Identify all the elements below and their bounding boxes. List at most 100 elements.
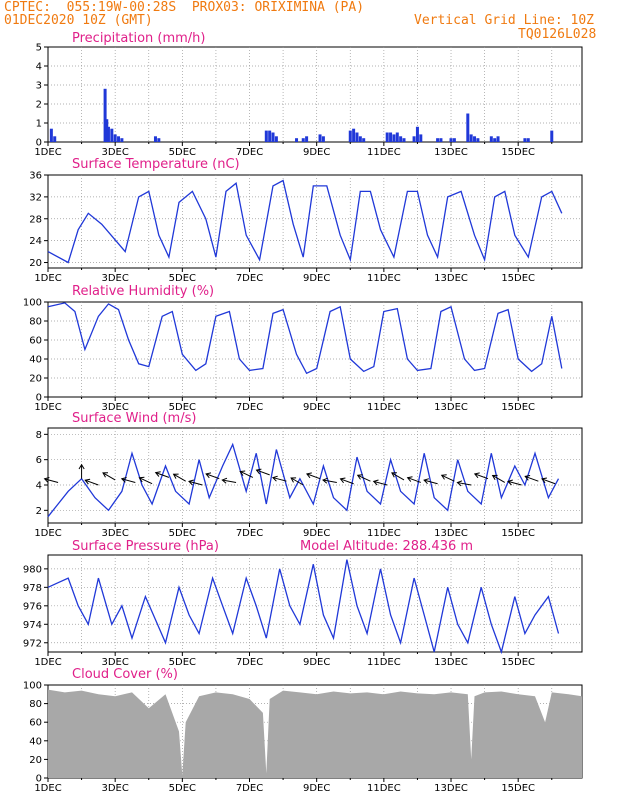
- precip-bar: [473, 136, 477, 142]
- panel-title: Precipitation (mm/h): [72, 31, 205, 46]
- x-tick-label: 9DEC: [303, 783, 330, 794]
- x-tick-label: 13DEC: [434, 528, 468, 539]
- wind-arrow: [222, 479, 237, 483]
- x-tick-label: 9DEC: [303, 147, 330, 158]
- wind-arrow-head: [372, 479, 379, 486]
- precip-bar: [274, 136, 278, 142]
- y-tick-label: 20: [29, 374, 42, 385]
- y-tick-label: 28: [29, 214, 42, 225]
- x-tick-label: 15DEC: [501, 402, 535, 413]
- precip-bar: [110, 128, 114, 142]
- x-tick-label: 11DEC: [367, 783, 401, 794]
- y-tick-label: 20: [29, 258, 42, 269]
- precip-bar: [355, 132, 359, 142]
- x-tick-label: 11DEC: [367, 657, 401, 668]
- wind-arrow-head: [84, 478, 91, 485]
- y-tick-label: 0: [36, 774, 42, 785]
- y-tick-label: 24: [29, 236, 42, 247]
- wind-arrow-head: [339, 477, 346, 484]
- wind-arrow: [507, 480, 522, 486]
- panel-title: Cloud Cover (%): [72, 667, 178, 682]
- wind-arrow-head: [78, 463, 85, 470]
- precip-bar: [53, 136, 57, 142]
- wind-arrow: [306, 473, 321, 480]
- x-tick-label: 3DEC: [101, 528, 128, 539]
- y-tick-label: 32: [29, 192, 42, 203]
- precip-bar: [402, 138, 406, 142]
- wind-arrow: [102, 472, 116, 481]
- wind-arrow-head: [541, 477, 547, 484]
- x-tick-label: 7DEC: [236, 273, 263, 284]
- x-tick-label: 7DEC: [236, 528, 263, 539]
- x-tick-label: 13DEC: [434, 273, 468, 284]
- wind-arrow: [139, 477, 153, 485]
- x-tick-label: 3DEC: [101, 402, 128, 413]
- y-tick-label: 20: [29, 755, 42, 766]
- station-header: CPTEC: 055:19W-00:28S PROX03: ORIXIMINA …: [4, 0, 365, 15]
- precip-bar: [452, 138, 456, 142]
- panel-title: Surface Temperature (nC): [72, 157, 240, 172]
- wind-arrow: [525, 475, 539, 482]
- x-tick-label: 15DEC: [501, 657, 535, 668]
- precip-bar: [389, 132, 393, 142]
- y-tick-label: 978: [23, 583, 42, 594]
- wind-arrow: [407, 477, 421, 483]
- precip-bar: [476, 138, 480, 142]
- y-tick-label: 100: [23, 681, 42, 692]
- x-tick-label: 13DEC: [434, 783, 468, 794]
- wind-arrow: [541, 478, 556, 485]
- wind-arrow: [441, 474, 455, 482]
- precip-bar: [49, 128, 53, 142]
- wind-arrow: [188, 480, 203, 486]
- panel-title: Surface Wind (m/s): [72, 411, 196, 426]
- precip-bar: [469, 134, 473, 142]
- precip-bar: [105, 119, 109, 142]
- wind-arrow: [272, 477, 287, 482]
- wind-arrow: [85, 479, 99, 486]
- x-tick-label: 7DEC: [236, 402, 263, 413]
- x-tick-label: 3DEC: [101, 783, 128, 794]
- wind-arrow-head: [473, 472, 480, 479]
- y-tick-label: 60: [29, 336, 42, 347]
- y-tick-label: 972: [23, 638, 42, 649]
- precip-bar: [106, 126, 110, 142]
- x-tick-label: 5DEC: [169, 657, 196, 668]
- wind-arrow-head: [456, 480, 463, 487]
- precip-bar: [120, 138, 124, 142]
- date-header: 01DEC2020 10Z (GMT): [4, 13, 153, 28]
- y-tick-label: 80: [29, 317, 42, 328]
- x-tick-label: 3DEC: [101, 657, 128, 668]
- precip-bar: [526, 138, 530, 142]
- wind-arrow-head: [491, 474, 498, 481]
- x-tick-label: 9DEC: [303, 528, 330, 539]
- precip-bar: [295, 138, 299, 142]
- y-tick-label: 980: [23, 564, 42, 575]
- x-tick-label: 9DEC: [303, 402, 330, 413]
- precip-bar: [348, 130, 352, 142]
- x-tick-label: 5DEC: [169, 783, 196, 794]
- y-tick-label: 3: [36, 81, 42, 92]
- precip-bar: [395, 132, 399, 142]
- panel-title: Relative Humidity (%): [72, 284, 214, 299]
- x-tick-label: 9DEC: [303, 657, 330, 668]
- wind-arrow: [423, 479, 438, 485]
- x-tick-label: 11DEC: [367, 147, 401, 158]
- wind-arrow-head: [524, 475, 531, 481]
- wind-arrow-head: [391, 472, 397, 478]
- y-tick-label: 4: [36, 481, 42, 492]
- panel-frame: [47, 427, 583, 524]
- precip-bar: [436, 138, 440, 142]
- x-tick-label: 1DEC: [34, 273, 61, 284]
- wind-arrow: [492, 475, 506, 483]
- precip-bar: [466, 113, 470, 142]
- wind-arrow: [290, 477, 304, 486]
- x-tick-label: 13DEC: [434, 147, 468, 158]
- panel-frame: [47, 301, 583, 398]
- wind-arrow-head: [138, 476, 145, 483]
- precip-bar: [271, 132, 275, 142]
- precip-bar: [523, 138, 527, 142]
- series-line: [47, 559, 560, 655]
- precip-bar: [264, 130, 268, 142]
- precip-bar: [352, 128, 356, 142]
- y-tick-label: 100: [23, 298, 42, 309]
